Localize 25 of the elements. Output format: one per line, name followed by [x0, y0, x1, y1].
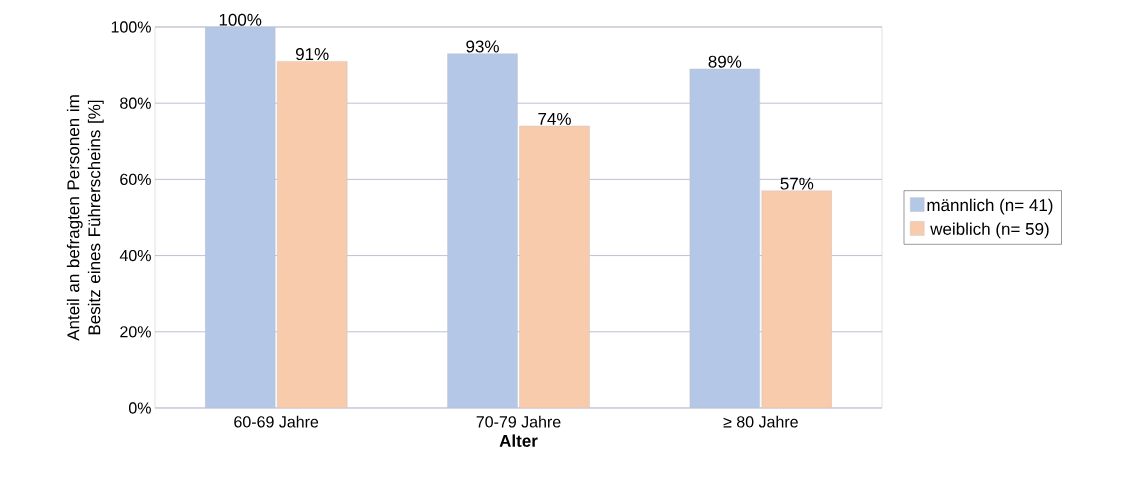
legend-label: weiblich (n= 59): [930, 222, 1049, 239]
x-axis-title: Alter: [499, 434, 538, 447]
data-label: 57%: [780, 177, 814, 190]
bar: [447, 53, 518, 408]
legend-label: männlich (n= 41): [927, 198, 1053, 215]
y-tick-label: 80%: [120, 97, 151, 109]
x-tick-label: 70-79 Jahre: [476, 415, 561, 428]
bar: [519, 125, 590, 408]
data-label: 74%: [538, 112, 571, 125]
data-label: 93%: [466, 40, 499, 53]
bar: [276, 61, 348, 408]
y-tick-label: 0%: [128, 402, 151, 414]
data-label: 89%: [708, 55, 742, 68]
x-tick-label: ≥ 80 Jahre: [723, 415, 798, 428]
y-tick-label: 20%: [120, 326, 151, 338]
data-label: 100%: [219, 13, 262, 26]
y-tick-label: 60%: [120, 173, 151, 186]
bar: [689, 68, 761, 408]
bar: [761, 190, 833, 408]
y-axis-title: Anteil an befragten Personen im Besitz eines Führerscheins [%]: [66, 95, 104, 341]
x-tick-label: 60-69 Jahre: [234, 415, 319, 428]
data-label: 91%: [295, 48, 329, 61]
y-tick-label: 100%: [111, 21, 151, 33]
bar: [204, 26, 276, 408]
y-tick-label: 40%: [119, 249, 151, 262]
